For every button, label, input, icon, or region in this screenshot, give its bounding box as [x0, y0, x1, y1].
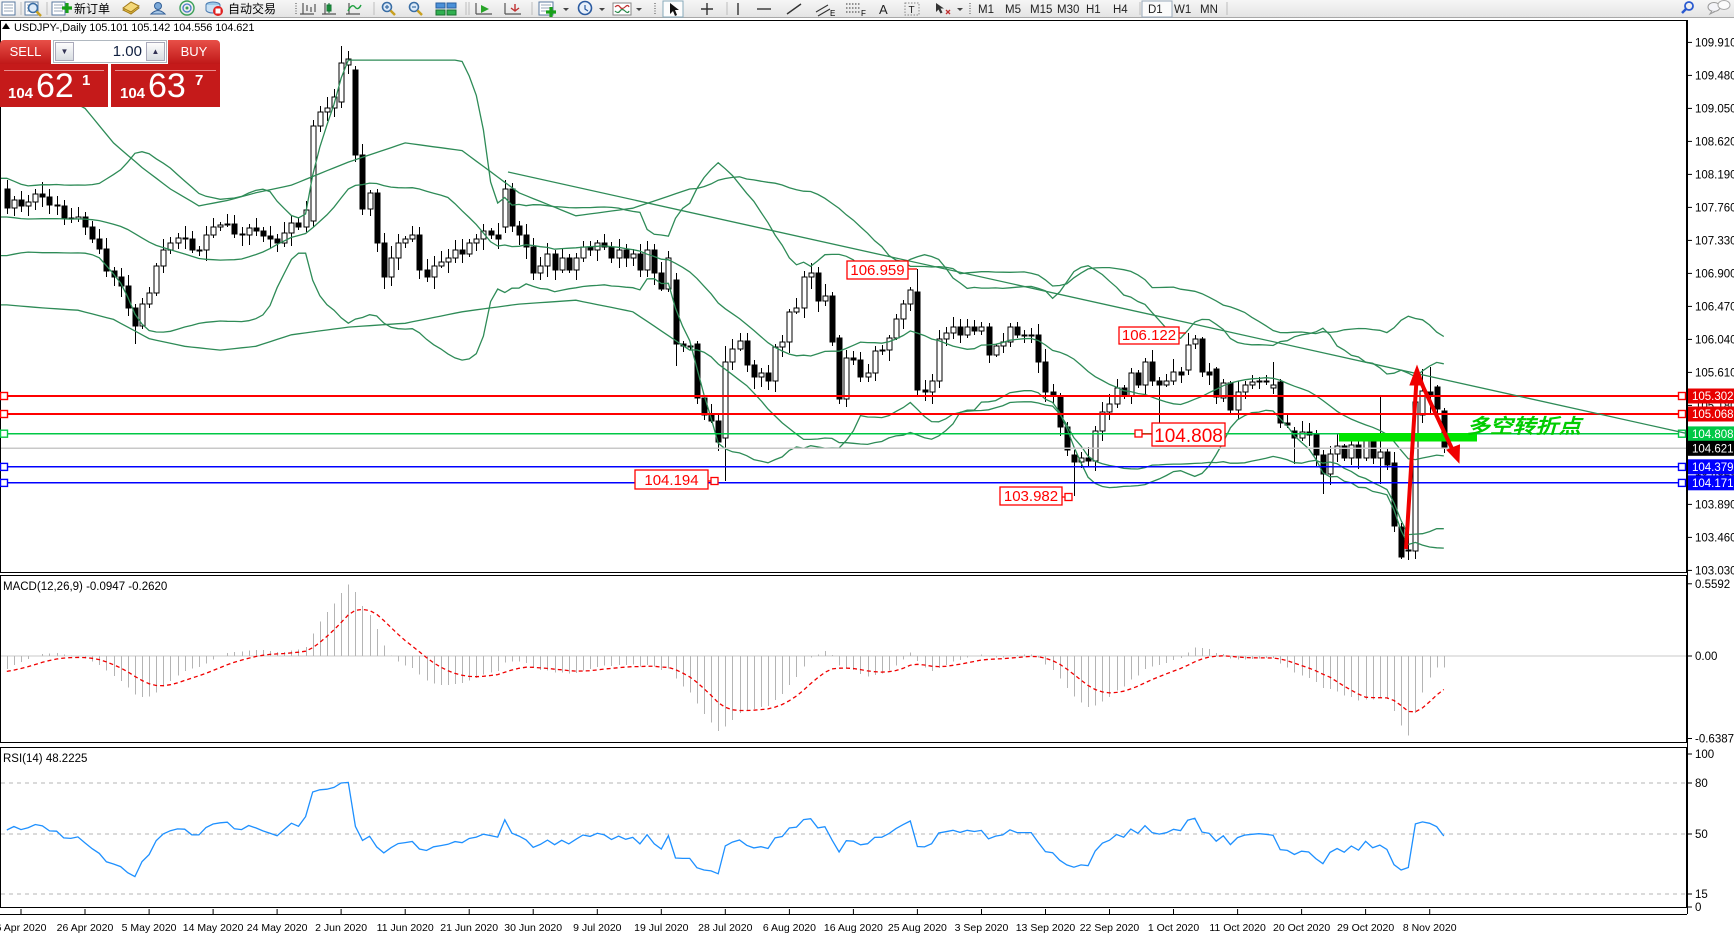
svg-text:多空转折点: 多空转折点 — [1467, 415, 1584, 438]
svg-text:26 Apr 2020: 26 Apr 2020 — [57, 922, 114, 934]
svg-text:21 Jun 2020: 21 Jun 2020 — [440, 922, 498, 934]
svg-text:109.050: 109.050 — [1695, 103, 1734, 115]
svg-text:11 Oct 2020: 11 Oct 2020 — [1209, 922, 1266, 934]
svg-text:104.171: 104.171 — [1692, 478, 1734, 490]
svg-text:USDJPY-,Daily 105.101 105.142: USDJPY-,Daily 105.101 105.142 104.556 10… — [14, 22, 254, 34]
svg-text:24 May 2020: 24 May 2020 — [247, 922, 308, 934]
svg-text:106.959: 106.959 — [850, 262, 904, 279]
svg-text:108.190: 108.190 — [1695, 169, 1734, 181]
svg-text:105.610: 105.610 — [1695, 367, 1734, 379]
svg-text:109.910: 109.910 — [1695, 37, 1734, 49]
svg-text:104.808: 104.808 — [1692, 429, 1734, 441]
svg-text:-0.6387: -0.6387 — [1695, 734, 1734, 746]
svg-text:M15: M15 — [1030, 4, 1052, 16]
svg-text:15: 15 — [1695, 889, 1708, 901]
svg-text:30 Jun 2020: 30 Jun 2020 — [504, 922, 562, 934]
svg-text:D1: D1 — [1148, 4, 1163, 16]
svg-text:28 Jul 2020: 28 Jul 2020 — [698, 922, 752, 934]
svg-text:11 Jun 2020: 11 Jun 2020 — [377, 922, 434, 934]
svg-text:W1: W1 — [1174, 4, 1191, 16]
svg-text:0.00: 0.00 — [1695, 651, 1717, 663]
svg-text:M5: M5 — [1005, 4, 1021, 16]
svg-text:8 Nov 2020: 8 Nov 2020 — [1403, 922, 1457, 934]
svg-text:20 Oct 2020: 20 Oct 2020 — [1273, 922, 1330, 934]
svg-text:104.621: 104.621 — [1692, 443, 1734, 455]
svg-text:103.890: 103.890 — [1695, 499, 1734, 511]
svg-text:103.030: 103.030 — [1695, 565, 1734, 577]
svg-text:E: E — [830, 9, 835, 18]
svg-text:0: 0 — [1695, 902, 1701, 914]
svg-text:100: 100 — [1695, 749, 1714, 761]
svg-text:104.808: 104.808 — [1154, 426, 1223, 447]
svg-text:50: 50 — [1695, 829, 1708, 841]
svg-text:107.760: 107.760 — [1695, 202, 1734, 214]
svg-text:5 May 2020: 5 May 2020 — [122, 922, 177, 934]
svg-text:107.330: 107.330 — [1695, 235, 1734, 247]
svg-text:104.194: 104.194 — [644, 472, 698, 489]
svg-text:F: F — [861, 9, 866, 18]
svg-text:109.480: 109.480 — [1695, 70, 1734, 82]
svg-text:29 Oct 2020: 29 Oct 2020 — [1337, 922, 1394, 934]
svg-text:22 Sep 2020: 22 Sep 2020 — [1080, 922, 1140, 934]
svg-text:新订单: 新订单 — [74, 1, 110, 16]
svg-text:0.5592: 0.5592 — [1695, 579, 1730, 591]
svg-text:108.620: 108.620 — [1695, 136, 1734, 148]
svg-text:105.302: 105.302 — [1692, 391, 1734, 403]
svg-text:106.040: 106.040 — [1695, 334, 1734, 346]
svg-text:13 Sep 2020: 13 Sep 2020 — [1016, 922, 1076, 934]
svg-text:M30: M30 — [1057, 4, 1079, 16]
svg-text:14 May 2020: 14 May 2020 — [183, 922, 244, 934]
svg-text:106.470: 106.470 — [1695, 301, 1734, 313]
svg-text:MN: MN — [1200, 4, 1218, 16]
svg-text:3 Sep 2020: 3 Sep 2020 — [955, 922, 1009, 934]
svg-text:6 Aug 2020: 6 Aug 2020 — [763, 922, 816, 934]
svg-text:M1: M1 — [978, 4, 994, 16]
svg-text:自动交易: 自动交易 — [228, 1, 276, 16]
svg-text:16 Aug 2020: 16 Aug 2020 — [824, 922, 883, 934]
svg-text:1 Oct 2020: 1 Oct 2020 — [1148, 922, 1200, 934]
svg-text:104.379: 104.379 — [1692, 462, 1734, 474]
svg-text:H1: H1 — [1086, 4, 1101, 16]
svg-text:T: T — [909, 5, 915, 16]
svg-text:MACD(12,26,9) -0.0947 -0.2620: MACD(12,26,9) -0.0947 -0.2620 — [3, 581, 167, 593]
svg-text:RSI(14) 48.2225: RSI(14) 48.2225 — [3, 753, 87, 765]
svg-text:80: 80 — [1695, 778, 1708, 790]
svg-text:19 Jul 2020: 19 Jul 2020 — [634, 922, 688, 934]
svg-text:H4: H4 — [1113, 4, 1128, 16]
svg-text:2 Jun 2020: 2 Jun 2020 — [315, 922, 367, 934]
svg-text:105.068: 105.068 — [1692, 409, 1734, 421]
svg-text:A: A — [879, 2, 888, 17]
svg-text:25 Aug 2020: 25 Aug 2020 — [888, 922, 947, 934]
svg-text:106.122: 106.122 — [1122, 327, 1176, 344]
svg-text:103.460: 103.460 — [1695, 532, 1734, 544]
svg-text:9 Jul 2020: 9 Jul 2020 — [573, 922, 622, 934]
svg-text:6 Apr 2020: 6 Apr 2020 — [0, 922, 47, 934]
svg-text:103.982: 103.982 — [1004, 488, 1058, 505]
svg-text:106.900: 106.900 — [1695, 268, 1734, 280]
